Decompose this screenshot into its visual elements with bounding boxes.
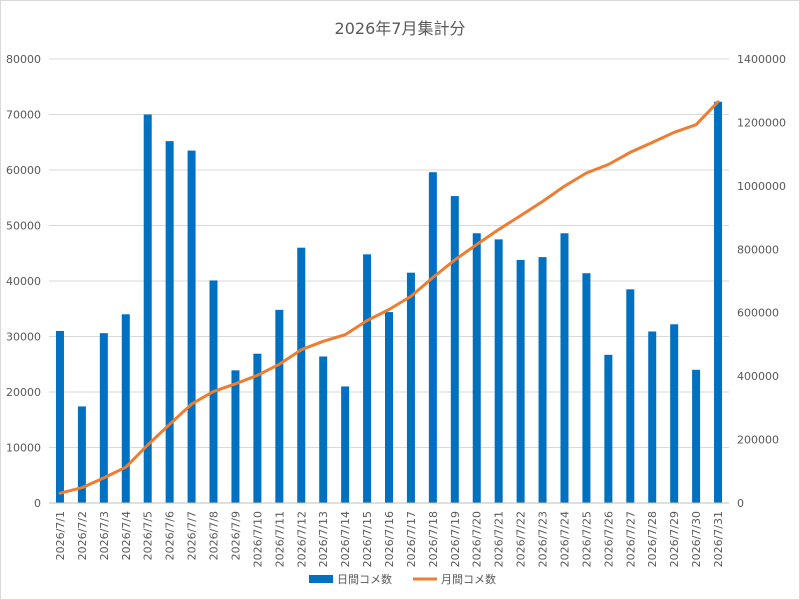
- x-tick-label: 2026/7/2: [76, 511, 89, 560]
- bar-daily: [494, 239, 503, 503]
- bar-daily: [538, 257, 547, 503]
- bar-daily: [121, 314, 130, 503]
- bar-daily: [187, 150, 196, 503]
- bar-daily: [714, 101, 723, 504]
- y-left-tick-label: 60000: [6, 164, 41, 177]
- legend: 日間コメ数 月間コメ数: [309, 573, 496, 586]
- x-tick-label: 2026/7/30: [690, 511, 703, 567]
- x-tick-label: 2026/7/16: [383, 511, 396, 567]
- x-tick-label: 2026/7/23: [537, 511, 550, 567]
- bar-daily: [165, 141, 174, 503]
- x-tick-label: 2026/7/28: [646, 511, 659, 567]
- bar-daily: [99, 333, 108, 503]
- y-left-tick-label: 30000: [6, 331, 41, 344]
- x-tick-label: 2026/7/7: [186, 511, 199, 560]
- x-tick-label: 2026/7/10: [251, 511, 264, 567]
- line-monthly-cumulative: [58, 100, 720, 495]
- x-tick-label: 2026/7/24: [558, 511, 571, 567]
- x-tick-label: 2026/7/21: [493, 511, 506, 567]
- y-right-tick-label: 1200000: [737, 116, 786, 129]
- x-tick-label: 2026/7/17: [405, 511, 418, 567]
- y-left-tick-label: 0: [34, 497, 41, 510]
- y-right-tick-label: 1000000: [737, 180, 786, 193]
- y-left-tick-label: 10000: [6, 442, 41, 455]
- y-left-tick-label: 80000: [6, 53, 41, 66]
- line-series: [58, 100, 720, 495]
- bar-daily: [231, 370, 240, 503]
- bar-daily: [670, 324, 679, 503]
- axes: 0 10000 20000 30000 40000 50000 60000 70000 8000…: [6, 53, 786, 567]
- x-tick-label: 2026/7/5: [142, 511, 155, 560]
- x-tick-label: 2026/7/13: [317, 511, 330, 567]
- x-tick-label: 2026/7/14: [339, 511, 352, 567]
- x-tick-label: 2026/7/31: [712, 511, 725, 567]
- y-right-tick-label: 800000: [737, 243, 779, 256]
- bar-daily: [516, 259, 525, 503]
- y-left-tick-label: 50000: [6, 220, 41, 233]
- x-tick-label: 2026/7/3: [98, 511, 111, 560]
- bar-daily: [604, 354, 613, 503]
- y-left-tick-label: 70000: [6, 109, 41, 122]
- bar-series: [55, 101, 723, 504]
- bar-daily: [560, 233, 569, 503]
- bar-daily: [450, 196, 459, 503]
- gridlines: [49, 58, 729, 504]
- bar-daily: [77, 406, 86, 503]
- bar-daily: [55, 330, 64, 503]
- y-right-tick-label: 600000: [737, 307, 779, 320]
- legend-label-daily: 日間コメ数: [337, 573, 392, 586]
- x-tick-label: 2026/7/12: [295, 511, 308, 567]
- bar-daily: [472, 233, 481, 503]
- x-tick-label: 2026/7/22: [515, 511, 528, 567]
- bar-daily: [428, 172, 437, 503]
- bar-daily: [406, 272, 415, 503]
- y-right-tick-label: 400000: [737, 370, 779, 383]
- x-tick-label: 2026/7/11: [273, 511, 286, 567]
- y-left-tick-label: 40000: [6, 275, 41, 288]
- x-tick-label: 2026/7/18: [427, 511, 440, 567]
- y-right-tick-label: 200000: [737, 434, 779, 447]
- legend-label-monthly: 月間コメ数: [441, 573, 496, 586]
- bar-daily: [648, 331, 657, 503]
- x-tick-label: 2026/7/4: [120, 511, 133, 560]
- x-tick-label: 2026/7/19: [449, 511, 462, 567]
- legend-swatch-daily: [309, 575, 333, 583]
- bar-daily: [582, 273, 591, 503]
- bar-daily: [626, 289, 635, 503]
- bar-daily: [385, 312, 393, 503]
- chart-title: 2026年7月集計分: [335, 19, 466, 38]
- x-tick-label: 2026/7/27: [624, 511, 637, 567]
- bar-daily: [297, 247, 306, 503]
- bar-daily: [143, 114, 152, 503]
- y-right-tick-label: 1400000: [737, 53, 786, 66]
- x-tick-label: 2026/7/1: [54, 511, 67, 560]
- bar-daily: [363, 254, 372, 503]
- bar-daily: [253, 353, 262, 503]
- x-tick-label: 2026/7/6: [164, 511, 177, 560]
- x-tick-label: 2026/7/26: [602, 511, 615, 567]
- bar-daily: [319, 356, 328, 503]
- x-tick-label: 2026/7/29: [668, 511, 681, 567]
- y-right-tick-label: 0: [737, 497, 744, 510]
- x-tick-label: 2026/7/20: [471, 511, 484, 567]
- x-tick-label: 2026/7/15: [361, 511, 374, 567]
- x-tick-label: 2026/7/8: [208, 511, 221, 560]
- x-tick-label: 2026/7/25: [580, 511, 593, 567]
- bar-daily: [692, 369, 701, 503]
- bar-daily: [275, 309, 284, 503]
- x-tick-label: 2026/7/9: [229, 511, 242, 560]
- y-left-tick-label: 20000: [6, 386, 41, 399]
- bar-daily: [341, 386, 350, 503]
